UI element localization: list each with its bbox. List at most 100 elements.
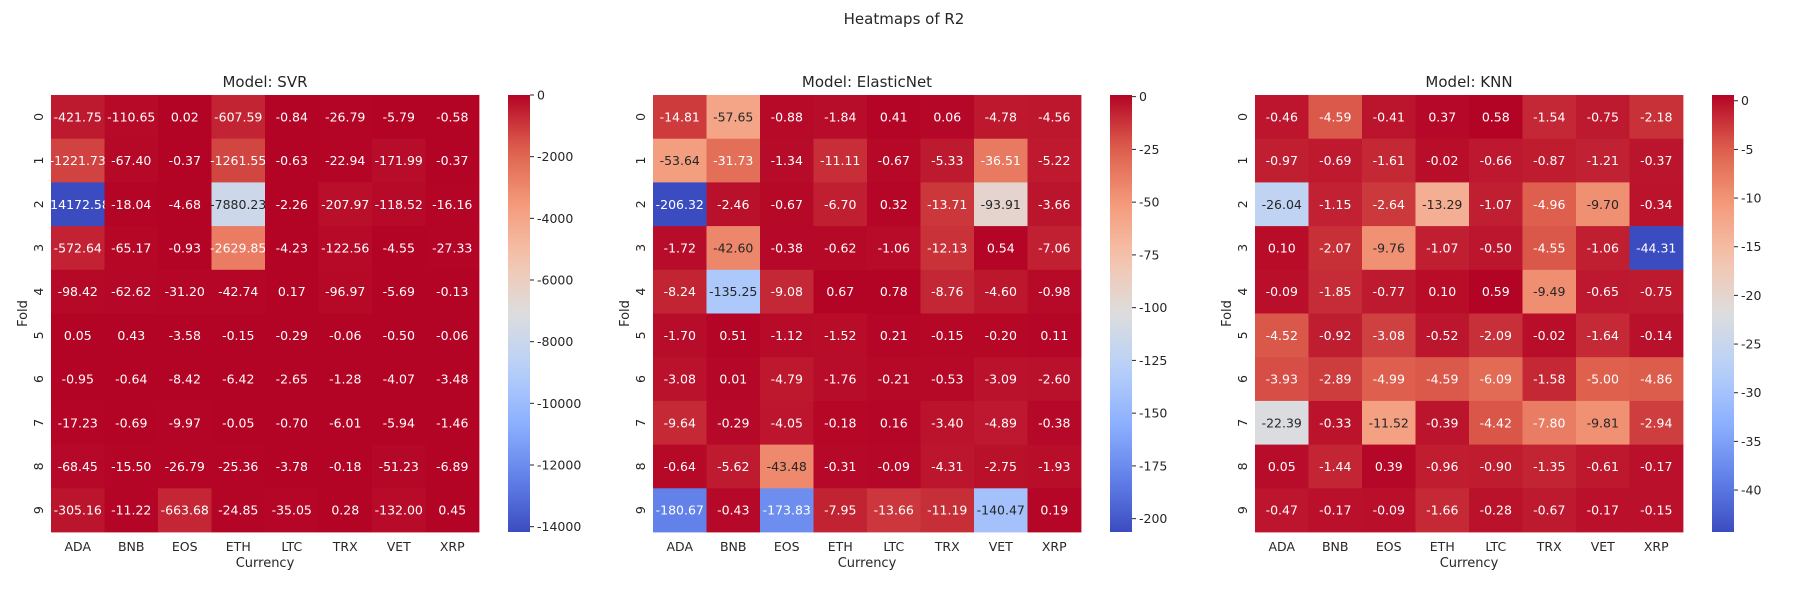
- heatmap-cell: [813, 357, 868, 402]
- heatmap-cell: [1469, 313, 1523, 358]
- heatmap-cell: [867, 138, 921, 183]
- y-tick-label: 7: [1235, 419, 1250, 427]
- cell-value-label: -1.54: [1533, 109, 1565, 124]
- cell-value-label: -421.75: [54, 109, 102, 124]
- cell-value-label: -9.49: [1533, 284, 1565, 299]
- y-tick-label: 2: [633, 200, 648, 208]
- cell-value-label: -8.24: [664, 284, 696, 299]
- cell-value-label: -4.89: [985, 415, 1017, 430]
- cell-value-label: -1221.73: [50, 153, 106, 168]
- cell-value-label: 0.10: [1428, 284, 1456, 299]
- cell-value-label: -4.42: [1480, 415, 1512, 430]
- cell-value-label: -22.39: [1262, 415, 1302, 430]
- heatmap-cell: [1362, 400, 1416, 445]
- cell-value-label: -26.79: [165, 459, 205, 474]
- cell-value-label: -0.84: [276, 109, 308, 124]
- heatmap-cell: [1308, 269, 1363, 314]
- heatmap-cell: [653, 269, 707, 314]
- heatmap-cell: [653, 357, 707, 402]
- colorbar-tick-label: -4000: [537, 211, 573, 226]
- heatmap-cell: [1522, 226, 1577, 271]
- y-tick-label: 5: [31, 331, 46, 339]
- heatmap-cell: [1522, 269, 1577, 314]
- colorbar-tick-label: -40: [1741, 483, 1761, 498]
- heatmap-cell: [318, 95, 373, 140]
- cell-value-label: -207.97: [321, 197, 369, 212]
- heatmap-cell: [104, 95, 159, 140]
- heatmap-cell: [867, 95, 921, 140]
- cell-value-label: -0.96: [1426, 459, 1458, 474]
- cell-value-label: -5.79: [383, 109, 415, 124]
- x-tick-label: LTC: [281, 539, 302, 554]
- cell-value-label: -0.64: [115, 372, 147, 387]
- heatmap-cell: [1415, 444, 1470, 489]
- cell-value-label: -4.56: [1038, 109, 1070, 124]
- cell-value-label: -1.15: [1319, 197, 1351, 212]
- cell-value-label: -0.92: [1319, 328, 1351, 343]
- y-tick-label: 4: [31, 288, 46, 296]
- cell-value-label: -0.37: [436, 153, 468, 168]
- cell-value-label: -7.06: [1038, 240, 1070, 255]
- heatmap-cell: [974, 357, 1028, 402]
- heatmap-cell: [1629, 269, 1684, 314]
- panel-title: Model: KNN: [1425, 73, 1512, 91]
- y-tick-label: 3: [31, 244, 46, 252]
- heatmap-cell: [1362, 488, 1416, 533]
- cell-value-label: -5.33: [931, 153, 963, 168]
- heatmap-cell: [1629, 444, 1684, 489]
- heatmap-cell: [920, 182, 975, 227]
- cell-value-label: 0.67: [826, 284, 854, 299]
- heatmap-cell: [318, 400, 373, 445]
- heatmap-cell: [760, 182, 814, 227]
- heatmap-cell: [1629, 400, 1684, 445]
- cell-value-label: -35.05: [272, 503, 312, 518]
- heatmap-cell: [1027, 488, 1082, 533]
- cell-value-label: -24.85: [218, 503, 258, 518]
- cell-value-label: -0.20: [985, 328, 1017, 343]
- y-tick-label: 6: [633, 375, 648, 383]
- cell-value-label: -2.64: [1373, 197, 1405, 212]
- heatmap-cell: [318, 182, 373, 227]
- cell-value-label: -18.04: [111, 197, 151, 212]
- cell-value-label: -0.06: [329, 328, 361, 343]
- cell-value-label: -96.97: [325, 284, 365, 299]
- cell-value-label: -98.42: [58, 284, 98, 299]
- cell-value-label: -1.28: [329, 372, 361, 387]
- cell-value-label: 0.32: [880, 197, 908, 212]
- cell-value-label: 0.45: [438, 503, 466, 518]
- heatmap-cell: [974, 400, 1028, 445]
- cell-value-label: -4.52: [1266, 328, 1298, 343]
- cell-value-label: -2.65: [276, 372, 308, 387]
- cell-value-label: -0.14: [1640, 328, 1672, 343]
- heatmap-cell: [813, 488, 868, 533]
- cell-value-label: 0.06: [933, 109, 961, 124]
- heatmap-cell: [1255, 269, 1309, 314]
- cell-value-label: -0.61: [1587, 459, 1619, 474]
- heatmap-cell: [425, 95, 480, 140]
- heatmap-cell: [1308, 488, 1363, 533]
- heatmap-cell: [104, 138, 159, 183]
- heatmap-cell: [974, 444, 1028, 489]
- colorbar-tick-label: -12000: [537, 458, 581, 473]
- heatmap-cell: [1027, 357, 1082, 402]
- heatmap-cell: [974, 226, 1028, 271]
- cell-value-label: -0.67: [771, 197, 803, 212]
- cell-value-label: -3.09: [985, 372, 1017, 387]
- cell-value-label: -1.84: [824, 109, 856, 124]
- cell-value-label: -0.50: [1480, 240, 1512, 255]
- heatmap-cell: [1629, 313, 1684, 358]
- cell-value-label: -0.33: [1319, 415, 1351, 430]
- heatmap-cell: [104, 488, 159, 533]
- cell-value-label: -93.91: [981, 197, 1021, 212]
- x-tick-label: ADA: [1268, 539, 1295, 554]
- cell-value-label: 0.01: [719, 372, 747, 387]
- heatmap-cell: [1415, 95, 1470, 140]
- colorbar-tick-label: -50: [1139, 195, 1159, 210]
- cell-value-label: -9.64: [664, 415, 696, 430]
- heatmap-cell: [706, 400, 761, 445]
- y-tick-label: 8: [1235, 462, 1250, 470]
- cell-value-label: -1261.55: [210, 153, 266, 168]
- y-tick-label: 3: [1235, 244, 1250, 252]
- heatmap-cell: [920, 269, 975, 314]
- x-tick-label: VET: [387, 539, 411, 554]
